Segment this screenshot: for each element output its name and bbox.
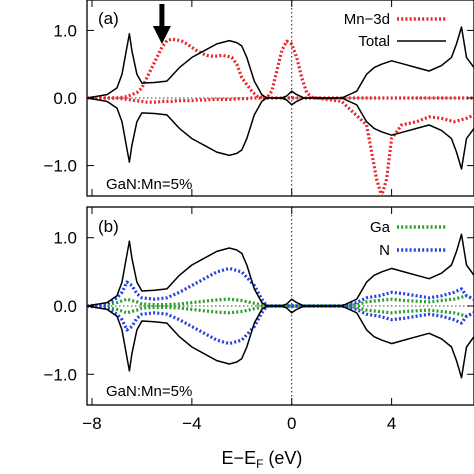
series-line-mn-3d-a-spin-down xyxy=(87,96,474,196)
panel-a-annotation: GaN:Mn=5% xyxy=(106,176,192,193)
panel-b-label: (b) xyxy=(98,217,119,236)
y-tick-label: −1.0 xyxy=(43,157,77,176)
panel-a-label: (a) xyxy=(98,9,119,28)
series-line-ga-b-spin-up xyxy=(87,294,474,308)
series-line-mn-3d-a-spin-up xyxy=(87,37,474,100)
series-line-n-b-spin-up xyxy=(87,266,474,308)
x-axis-title-subscript: F xyxy=(256,457,263,471)
series-line-ga-b-spin-down xyxy=(87,304,474,318)
x-axis-title-main: E−E xyxy=(222,448,257,468)
panel-b-series xyxy=(87,233,474,379)
series-line-series-b-spin-down xyxy=(87,305,474,379)
x-tick-label: 0 xyxy=(287,414,296,433)
panel-b-y-ticks: 1.0 0.0 −1.0 xyxy=(43,229,474,384)
x-tick-label: −8 xyxy=(82,414,101,433)
panel-b: 1.0 0.0 −1.0 (b) GaN:Mn=5% Ga N xyxy=(43,206,474,406)
y-tick-label: 0.0 xyxy=(53,89,77,108)
y-tick-label: 1.0 xyxy=(53,21,77,40)
panel-a-series xyxy=(87,26,474,196)
x-tick-labels: −8 −4 0 4 xyxy=(82,414,396,433)
x-tick-label: 4 xyxy=(387,414,396,433)
y-tick-label: −1.0 xyxy=(43,365,77,384)
x-tick-label: −4 xyxy=(182,414,201,433)
panel-a: 1.0 0.0 −1.0 (a) GaN:Mn=5% Mn−3d Total xyxy=(43,0,474,197)
panel-b-annotation: GaN:Mn=5% xyxy=(106,383,192,400)
x-axis-title: E−EF (eV) xyxy=(222,448,303,471)
legend-label-total: Total xyxy=(358,33,390,50)
legend-label-n: N xyxy=(379,242,390,259)
down-arrow-icon xyxy=(152,4,171,44)
panel-b-x-ticks xyxy=(91,207,393,405)
y-tick-label: 1.0 xyxy=(53,229,77,248)
legend-label-ga: Ga xyxy=(370,219,391,236)
panel-a-legend: Mn−3d Total xyxy=(344,11,446,50)
y-tick-label: 0.0 xyxy=(53,297,77,316)
series-line-total-a-spin-down xyxy=(87,97,474,170)
panel-a-x-ticks xyxy=(91,0,393,196)
series-line-total-a-spin-up xyxy=(87,26,474,99)
series-line-n-b-spin-down xyxy=(87,304,474,346)
legend-label-mn3d: Mn−3d xyxy=(344,11,390,28)
panel-a-y-ticks: 1.0 0.0 −1.0 xyxy=(43,21,474,176)
x-axis-title-unit: (eV) xyxy=(263,448,302,468)
panel-b-legend: Ga N xyxy=(370,219,446,259)
